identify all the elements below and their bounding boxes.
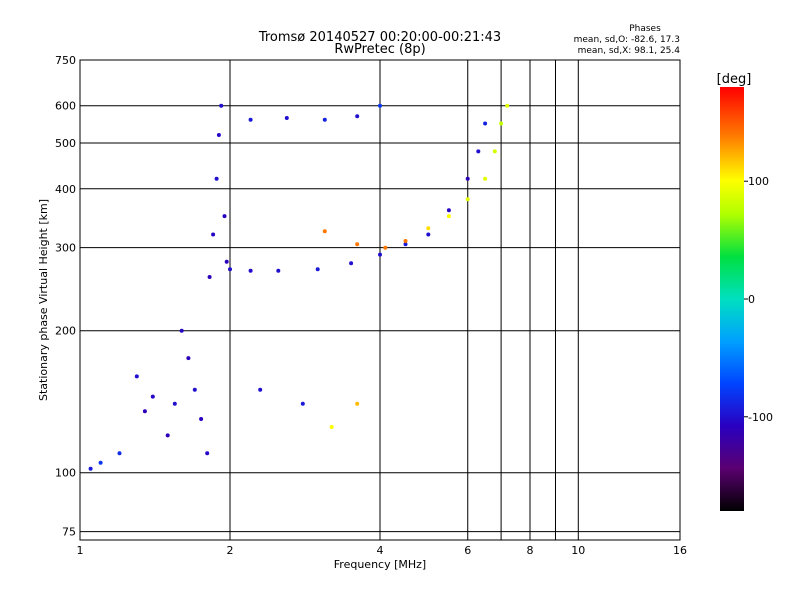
data-point bbox=[476, 149, 481, 154]
data-point bbox=[284, 116, 289, 120]
chart-title: Tromsø 20140527 00:20:00-00:21:43 bbox=[258, 30, 501, 45]
data-point bbox=[499, 121, 504, 126]
data-point bbox=[483, 176, 488, 181]
stats-line-x: mean, sd,X: 98.1, 25.4 bbox=[578, 46, 681, 56]
colorbar-tick-label: 100 bbox=[748, 175, 769, 188]
data-point bbox=[446, 214, 451, 219]
data-point bbox=[355, 401, 360, 406]
y-tick-label: 750 bbox=[55, 54, 76, 67]
data-point bbox=[378, 103, 382, 108]
y-tick-label: 400 bbox=[55, 183, 76, 196]
data-point bbox=[179, 328, 184, 333]
data-point bbox=[329, 425, 334, 429]
data-point bbox=[165, 433, 170, 438]
y-tick-label: 75 bbox=[62, 526, 76, 539]
data-point bbox=[465, 176, 470, 181]
plot-area: 1 2 4 6 8 10 16 75 100 200 300 400 500 600 750 bbox=[55, 54, 687, 557]
data-point bbox=[300, 401, 305, 406]
y-tick-label: 600 bbox=[55, 100, 76, 113]
data-point bbox=[355, 242, 360, 247]
data-point bbox=[219, 103, 224, 108]
data-point bbox=[403, 242, 408, 247]
data-point bbox=[207, 275, 212, 279]
x-tick-label: 4 bbox=[377, 544, 384, 557]
data-point bbox=[134, 374, 139, 379]
data-point bbox=[172, 401, 177, 406]
colorbar-gradient bbox=[720, 87, 744, 511]
y-tick-labels: 75 100 200 300 400 500 600 750 bbox=[55, 54, 76, 539]
data-point bbox=[355, 114, 360, 119]
colorbar-ticks: 100 0 -100 bbox=[744, 175, 773, 424]
x-tick-label: 2 bbox=[227, 544, 234, 557]
data-point bbox=[199, 417, 204, 421]
data-point bbox=[378, 252, 382, 257]
data-point bbox=[403, 239, 408, 243]
data-point bbox=[505, 103, 510, 108]
data-point bbox=[492, 149, 497, 154]
colorbar-tick-label: -100 bbox=[748, 411, 773, 424]
data-point bbox=[248, 117, 253, 122]
data-point bbox=[315, 267, 320, 272]
y-tick-label: 200 bbox=[55, 325, 76, 338]
x-tick-label: 10 bbox=[571, 544, 585, 557]
data-point bbox=[228, 267, 232, 272]
grid-layer bbox=[80, 60, 680, 540]
y-tick-label: 500 bbox=[55, 137, 76, 150]
points-layer bbox=[88, 103, 510, 471]
data-point bbox=[98, 460, 103, 465]
data-point bbox=[465, 197, 470, 202]
data-point bbox=[224, 259, 229, 264]
colorbar-tick-label: 0 bbox=[748, 293, 755, 306]
y-axis-label: Stationary phase Virtual Height [km] bbox=[37, 199, 50, 401]
x-axis-label: Frequency [MHz] bbox=[334, 558, 426, 571]
data-point bbox=[276, 268, 281, 273]
data-point bbox=[248, 268, 253, 273]
data-point bbox=[117, 451, 122, 456]
x-tick-labels: 1 2 4 6 8 10 16 bbox=[77, 544, 688, 557]
data-point bbox=[322, 229, 327, 234]
stats-line-o: mean, sd,O: -82.6, 17.3 bbox=[574, 35, 680, 45]
x-tick-label: 8 bbox=[527, 544, 534, 557]
data-point bbox=[426, 226, 431, 231]
data-point bbox=[349, 261, 354, 266]
data-point bbox=[483, 121, 488, 126]
data-point bbox=[216, 133, 221, 137]
x-tick-label: 1 bbox=[77, 544, 84, 557]
data-point bbox=[214, 176, 219, 181]
data-point bbox=[192, 387, 197, 392]
data-point bbox=[150, 394, 155, 399]
x-tick-label: 6 bbox=[464, 544, 471, 557]
data-point bbox=[383, 245, 388, 250]
stats-heading: Phases bbox=[629, 24, 661, 34]
data-point bbox=[142, 409, 147, 414]
colorbar: [deg] 100 0 -100 bbox=[717, 72, 773, 511]
data-point bbox=[446, 208, 451, 213]
data-point bbox=[258, 387, 263, 392]
data-point bbox=[186, 356, 191, 361]
colorbar-label: [deg] bbox=[717, 72, 752, 87]
data-point bbox=[211, 232, 216, 237]
data-point bbox=[222, 214, 227, 219]
data-point bbox=[426, 232, 431, 237]
y-tick-label: 300 bbox=[55, 242, 76, 255]
y-tick-label: 100 bbox=[55, 467, 76, 480]
x-tick-label: 16 bbox=[673, 544, 687, 557]
data-point bbox=[322, 117, 327, 122]
chart-subtitle: RwPretec (8p) bbox=[334, 42, 425, 57]
data-point bbox=[205, 451, 210, 456]
data-point bbox=[88, 466, 93, 471]
